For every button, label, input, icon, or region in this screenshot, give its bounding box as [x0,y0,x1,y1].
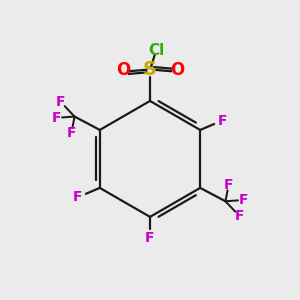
Text: F: F [67,126,76,140]
Text: F: F [145,231,155,245]
Text: Cl: Cl [148,43,164,58]
Text: F: F [224,178,233,192]
Text: S: S [143,60,157,79]
Text: F: F [239,193,249,207]
Text: F: F [218,114,227,128]
Text: F: F [235,208,244,223]
Text: F: F [73,190,82,204]
Text: F: F [56,95,65,109]
Text: F: F [51,111,61,125]
Text: O: O [116,61,130,79]
Text: O: O [170,61,184,79]
